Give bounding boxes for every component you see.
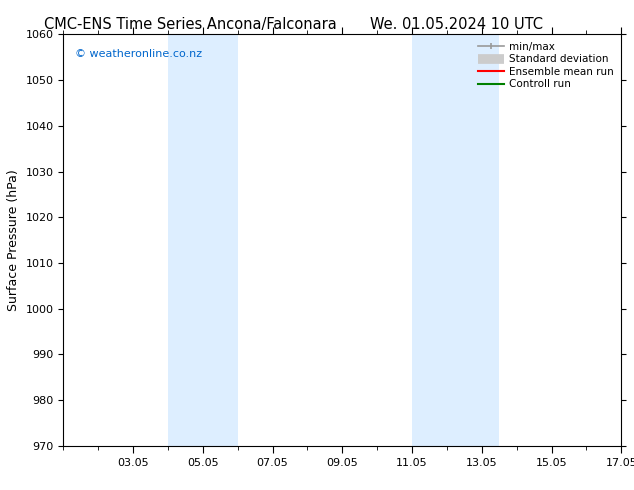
Text: © weatheronline.co.nz: © weatheronline.co.nz	[75, 49, 202, 59]
Y-axis label: Surface Pressure (hPa): Surface Pressure (hPa)	[7, 169, 20, 311]
Text: CMC-ENS Time Series Ancona/Falconara: CMC-ENS Time Series Ancona/Falconara	[44, 17, 337, 32]
Legend: min/max, Standard deviation, Ensemble mean run, Controll run: min/max, Standard deviation, Ensemble me…	[476, 40, 616, 92]
Bar	[168, 34, 238, 446]
Title: CMC-ENS Time Series Ancona/Falconara      We. 01.05.2024 10 UTC: CMC-ENS Time Series Ancona/Falconara We.…	[0, 489, 1, 490]
Bar	[412, 34, 500, 446]
Text: We. 01.05.2024 10 UTC: We. 01.05.2024 10 UTC	[370, 17, 543, 32]
